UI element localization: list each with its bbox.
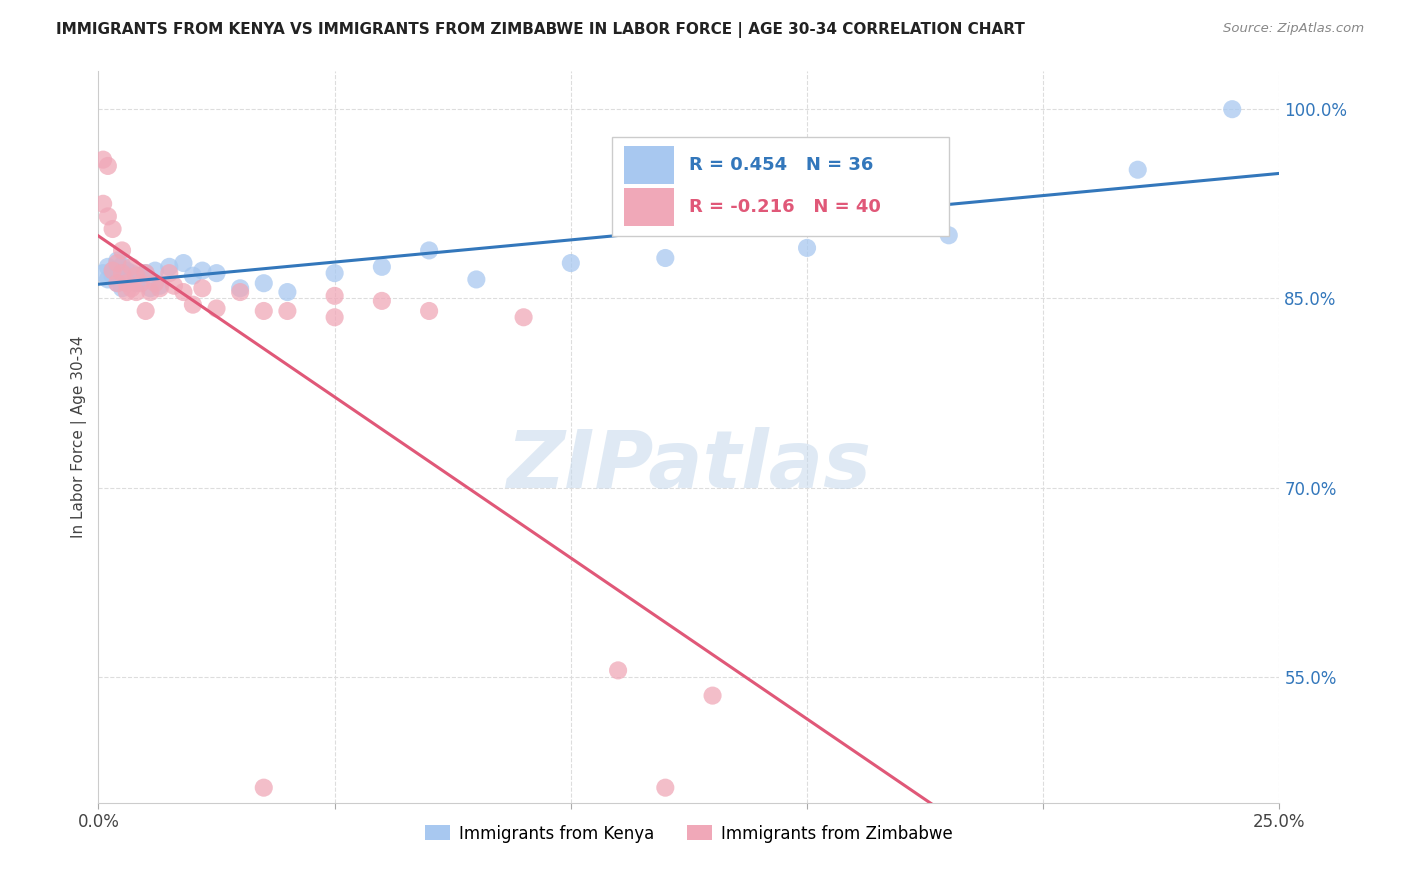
Point [1126, 162, 1149, 177]
Point [101, 263, 124, 277]
Point [181, 298, 204, 312]
Point [101, 268, 124, 283]
Point [205, 301, 228, 316]
Point [139, 285, 162, 299]
Text: R = 0.454   N = 36: R = 0.454 N = 36 [689, 156, 873, 174]
Point [125, 277, 148, 291]
Point [276, 285, 298, 299]
Point [101, 263, 124, 277]
Point [205, 266, 228, 280]
Point [560, 256, 582, 270]
Point [418, 244, 440, 258]
FancyBboxPatch shape [612, 137, 949, 235]
Point [91, 266, 114, 280]
Point [111, 244, 134, 258]
Point [253, 780, 276, 795]
Point [101, 222, 124, 236]
Point [121, 260, 143, 274]
Text: R = -0.216   N = 40: R = -0.216 N = 40 [689, 198, 880, 216]
Point [115, 263, 138, 277]
Point [157, 260, 180, 274]
FancyBboxPatch shape [624, 187, 673, 226]
Point [105, 253, 128, 268]
Point [149, 278, 172, 293]
Point [115, 277, 138, 291]
Point [143, 277, 166, 291]
Point [97, 272, 120, 286]
Point [465, 272, 488, 286]
Point [111, 259, 134, 273]
Point [105, 277, 128, 291]
Point [654, 780, 676, 795]
Point [191, 263, 214, 277]
Point [702, 689, 724, 703]
Point [97, 159, 120, 173]
Point [121, 281, 143, 295]
Point [253, 277, 276, 291]
Point [105, 256, 128, 270]
Point [97, 260, 120, 274]
Point [181, 268, 204, 283]
Point [418, 304, 440, 318]
Point [91, 196, 114, 211]
Point [125, 285, 148, 299]
Point [323, 289, 346, 303]
Point [938, 228, 960, 243]
Point [139, 281, 162, 295]
Point [135, 266, 157, 280]
Point [135, 304, 157, 318]
Point [111, 266, 134, 280]
Legend: Immigrants from Kenya, Immigrants from Zimbabwe: Immigrants from Kenya, Immigrants from Z… [419, 818, 959, 849]
Point [125, 268, 148, 283]
Point [91, 153, 114, 167]
Point [229, 285, 252, 299]
Point [323, 266, 346, 280]
FancyBboxPatch shape [624, 146, 673, 184]
Point [149, 281, 172, 295]
Point [229, 281, 252, 295]
Point [111, 281, 134, 295]
Point [163, 278, 186, 293]
Point [1220, 102, 1243, 116]
Point [121, 266, 143, 280]
Point [512, 310, 534, 325]
Point [323, 310, 346, 325]
Point [115, 285, 138, 299]
Point [97, 210, 120, 224]
Text: ZIPatlas: ZIPatlas [506, 427, 872, 506]
Point [172, 256, 194, 270]
Point [796, 241, 818, 255]
Point [654, 251, 676, 265]
Point [191, 281, 214, 295]
Y-axis label: In Labor Force | Age 30-34: In Labor Force | Age 30-34 [72, 335, 87, 539]
Point [129, 268, 152, 283]
Point [371, 260, 394, 274]
Point [129, 277, 152, 291]
Point [115, 272, 138, 286]
Text: IMMIGRANTS FROM KENYA VS IMMIGRANTS FROM ZIMBABWE IN LABOR FORCE | AGE 30-34 COR: IMMIGRANTS FROM KENYA VS IMMIGRANTS FROM… [56, 22, 1025, 38]
Point [172, 285, 194, 299]
Point [253, 304, 276, 318]
Point [157, 266, 180, 280]
Point [276, 304, 298, 318]
Point [135, 266, 157, 280]
Text: Source: ZipAtlas.com: Source: ZipAtlas.com [1223, 22, 1364, 36]
Point [105, 277, 128, 291]
Point [371, 293, 394, 308]
Point [143, 263, 166, 277]
Point [607, 664, 630, 678]
